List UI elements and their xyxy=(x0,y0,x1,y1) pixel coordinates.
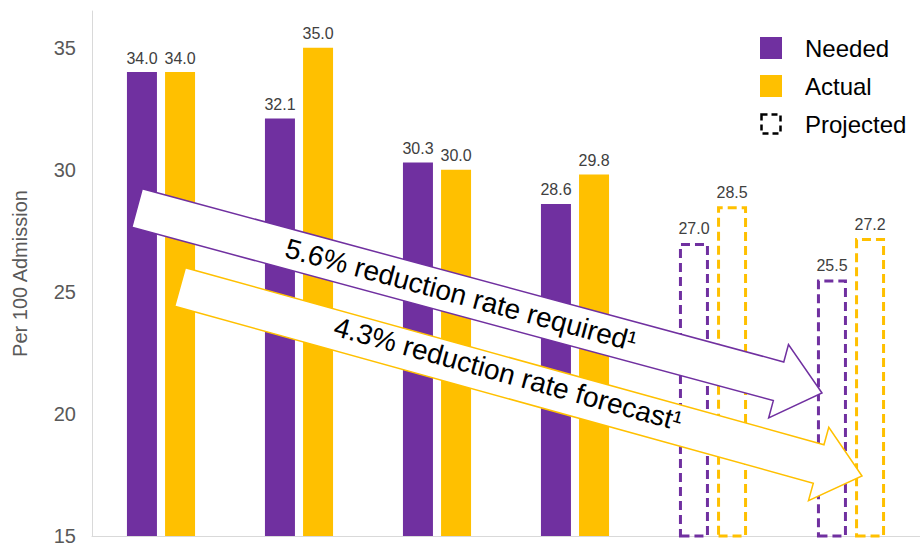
svg-text:32.1: 32.1 xyxy=(264,96,295,113)
svg-text:30.3: 30.3 xyxy=(402,140,433,157)
svg-text:34.0: 34.0 xyxy=(164,50,195,67)
svg-text:30: 30 xyxy=(54,159,76,181)
svg-text:28.5: 28.5 xyxy=(716,184,747,201)
svg-text:25: 25 xyxy=(54,281,76,303)
svg-text:29.8: 29.8 xyxy=(578,152,609,169)
svg-text:Projected: Projected xyxy=(805,111,906,138)
svg-text:20: 20 xyxy=(54,403,76,425)
svg-text:27.0: 27.0 xyxy=(678,220,709,237)
svg-text:4.3% reduction rate forecast¹: 4.3% reduction rate forecast¹ xyxy=(331,311,686,437)
svg-text:Actual: Actual xyxy=(805,73,872,100)
svg-text:34.0: 34.0 xyxy=(126,50,157,67)
svg-text:Per 100 Admission: Per 100 Admission xyxy=(9,190,31,357)
svg-text:5.6% reduction rate required¹: 5.6% reduction rate required¹ xyxy=(282,232,640,358)
svg-text:30.0: 30.0 xyxy=(440,147,471,164)
svg-text:25.5: 25.5 xyxy=(816,257,847,274)
svg-text:15: 15 xyxy=(54,525,76,546)
svg-text:35: 35 xyxy=(54,37,76,59)
svg-text:Needed: Needed xyxy=(805,35,889,62)
svg-text:28.6: 28.6 xyxy=(540,181,571,198)
svg-text:35.0: 35.0 xyxy=(302,25,333,42)
svg-text:27.2: 27.2 xyxy=(854,216,885,233)
